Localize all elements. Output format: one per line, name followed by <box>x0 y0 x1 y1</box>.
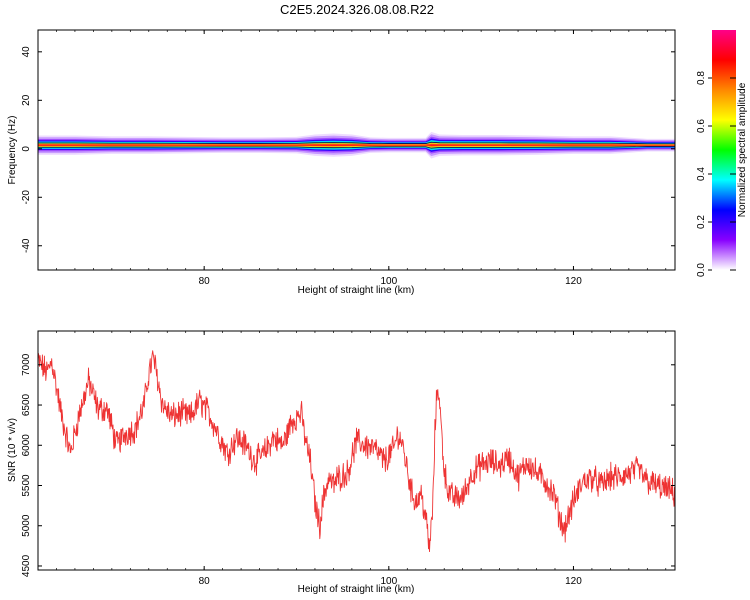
snr-x-label: Height of straight line (km) <box>298 584 415 595</box>
spectrogram-band-layer-8 <box>38 144 675 147</box>
spectrogram-y-tick-label: -40 <box>21 238 32 253</box>
spectrogram-y-tick-label: -20 <box>21 190 32 205</box>
spectrogram-x-tick-label: 100 <box>380 276 397 287</box>
spectrogram-band <box>38 131 675 159</box>
spectrogram-frame <box>37 29 676 271</box>
spectrogram-x-ticks: 80 100 120 <box>37 30 667 287</box>
snr-y-tick-label: 6500 <box>21 393 32 416</box>
snr-y-tick-label: 4500 <box>21 554 32 577</box>
colorbar-tick-label: 0.8 <box>696 71 707 85</box>
snr-y-tick-label: 5500 <box>21 474 32 497</box>
spectrogram-y-tick-label: 40 <box>21 46 32 58</box>
snr-y-label: SNR (10 * v/v) <box>7 418 18 482</box>
spectrogram-y-ticks: -40 -20 0 20 40 <box>21 46 675 253</box>
snr-series-line <box>38 350 675 553</box>
colorbar-label: Normalized spectral amplitude <box>737 82 748 217</box>
spectrogram-x-label: Height of straight line (km) <box>298 285 415 296</box>
colorbar-ticks: 0.0 0.2 0.4 0.6 0.8 <box>696 71 736 277</box>
snr-frame <box>37 330 676 571</box>
colorbar-tick-label: 0.6 <box>696 119 707 133</box>
spectrogram-y-tick-label: 20 <box>21 94 32 106</box>
spectrogram-panel: 80 100 120 -40 -20 0 20 40 Height of straight … <box>7 29 676 296</box>
spectrogram-y-tick-label: 0 <box>21 146 32 152</box>
colorbar-gradient <box>712 30 736 270</box>
spectrogram-x-tick-label: 80 <box>199 276 211 287</box>
colorbar-tick-label: 0.0 <box>696 263 707 277</box>
snr-x-tick-label: 100 <box>380 576 397 587</box>
snr-y-tick-label: 7000 <box>21 353 32 376</box>
spectrogram-band-edge-bottom <box>38 146 675 149</box>
snr-y-tick-label: 5000 <box>21 514 32 537</box>
spectrogram-x-tick-label: 120 <box>565 276 582 287</box>
spectrogram-band-edge-top <box>38 141 675 145</box>
snr-panel: 80 100 120 4500 5000 5500 6000 6500 7000 Height… <box>7 330 676 595</box>
snr-x-ticks: 80 100 120 <box>37 331 667 587</box>
snr-x-tick-label: 120 <box>565 576 582 587</box>
snr-y-ticks: 4500 5000 5500 6000 6500 7000 <box>21 353 675 577</box>
snr-y-tick-label: 6000 <box>21 434 32 457</box>
chart-title: C2E5.2024.326.08.08.R22 <box>280 2 434 17</box>
spectrogram-y-label: Frequency (Hz) <box>7 116 18 185</box>
colorbar: 0.0 0.2 0.4 0.6 0.8 Normalized spectral ampl… <box>696 30 748 277</box>
snr-x-tick-label: 80 <box>199 576 211 587</box>
colorbar-tick-label: 0.4 <box>696 167 707 181</box>
colorbar-tick-label: 0.2 <box>696 215 707 229</box>
